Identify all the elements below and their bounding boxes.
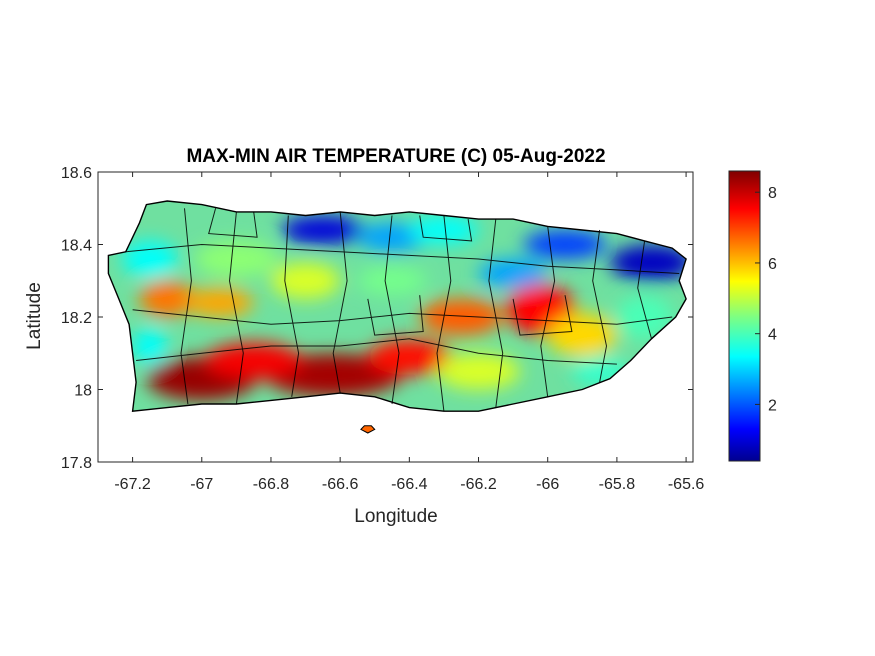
municipality-border (132, 309, 673, 325)
municipality-border (488, 219, 504, 408)
y-tick-label: 18.6 (61, 165, 92, 182)
x-axis-label: Longitude (354, 506, 437, 527)
x-tick-label: -66.4 (391, 476, 428, 493)
field-patch (367, 338, 451, 375)
municipality-border (332, 211, 348, 394)
y-tick-label: 18.2 (61, 310, 92, 327)
municipality-border (592, 229, 608, 383)
colorbar (728, 170, 761, 462)
y-tick-label: 18 (74, 383, 92, 400)
field-patch (281, 215, 365, 245)
municipality-borders (125, 208, 680, 412)
x-tick-label: -66.6 (322, 476, 359, 493)
colorbar-tick-label: 8 (768, 185, 777, 202)
field-patch (194, 240, 278, 278)
municipality-border (436, 215, 452, 412)
municipality-border (512, 295, 573, 336)
small-island (360, 425, 376, 434)
island-field (108, 201, 687, 412)
field-patch (139, 280, 195, 317)
field-patch (205, 342, 303, 379)
municipality-border (367, 295, 424, 336)
municipality-border (284, 215, 300, 397)
municipality-border (208, 208, 258, 238)
municipality-border (540, 226, 556, 397)
municipality-border (180, 208, 192, 405)
field-patch (419, 298, 503, 336)
x-tick-label: -65.6 (668, 476, 705, 493)
municipality-border (637, 240, 652, 339)
y-axis-label: Latitude (24, 282, 45, 350)
x-tick-label: -65.8 (599, 476, 636, 493)
x-tick-label: -66.2 (460, 476, 497, 493)
municipality-border (136, 338, 617, 365)
field-patch (547, 313, 617, 357)
field-patch (122, 240, 178, 278)
x-axis: -67.2 -67 -66.8 -66.6 -66.4 -66.2 -66 -65.8 -65.… (114, 172, 704, 493)
field-patch (184, 288, 254, 317)
colorbar-tick-label: 4 (768, 327, 777, 344)
field-patch (523, 230, 607, 259)
municipality-border (419, 215, 473, 242)
field-patch (616, 295, 673, 339)
municipality-border (125, 243, 680, 274)
field-patch (437, 353, 521, 390)
colorbar-ticks: 2 4 6 8 (755, 185, 777, 414)
colorbar-tick-label: 2 (768, 397, 777, 414)
island-outline (107, 200, 687, 412)
chart-title: MAX-MIN AIR TEMPERATURE (C) 05-Aug-2022 (186, 146, 605, 167)
field-patch (357, 266, 427, 296)
colorbar-tick-label: 6 (768, 256, 777, 273)
y-axis: 17.8 18 18.2 18.4 18.6 (61, 165, 693, 472)
x-tick-label: -67.2 (114, 476, 151, 493)
field-patch (270, 262, 341, 299)
x-tick-label: -66.8 (253, 476, 290, 493)
y-tick-label: 18.4 (61, 238, 92, 255)
field-patch (132, 327, 168, 365)
x-tick-label: -66 (536, 476, 559, 493)
field-patch (478, 259, 548, 288)
field-patch (609, 244, 687, 281)
y-tick-label: 17.8 (61, 455, 92, 472)
municipality-border (384, 215, 400, 405)
x-tick-label: -67 (190, 476, 213, 493)
